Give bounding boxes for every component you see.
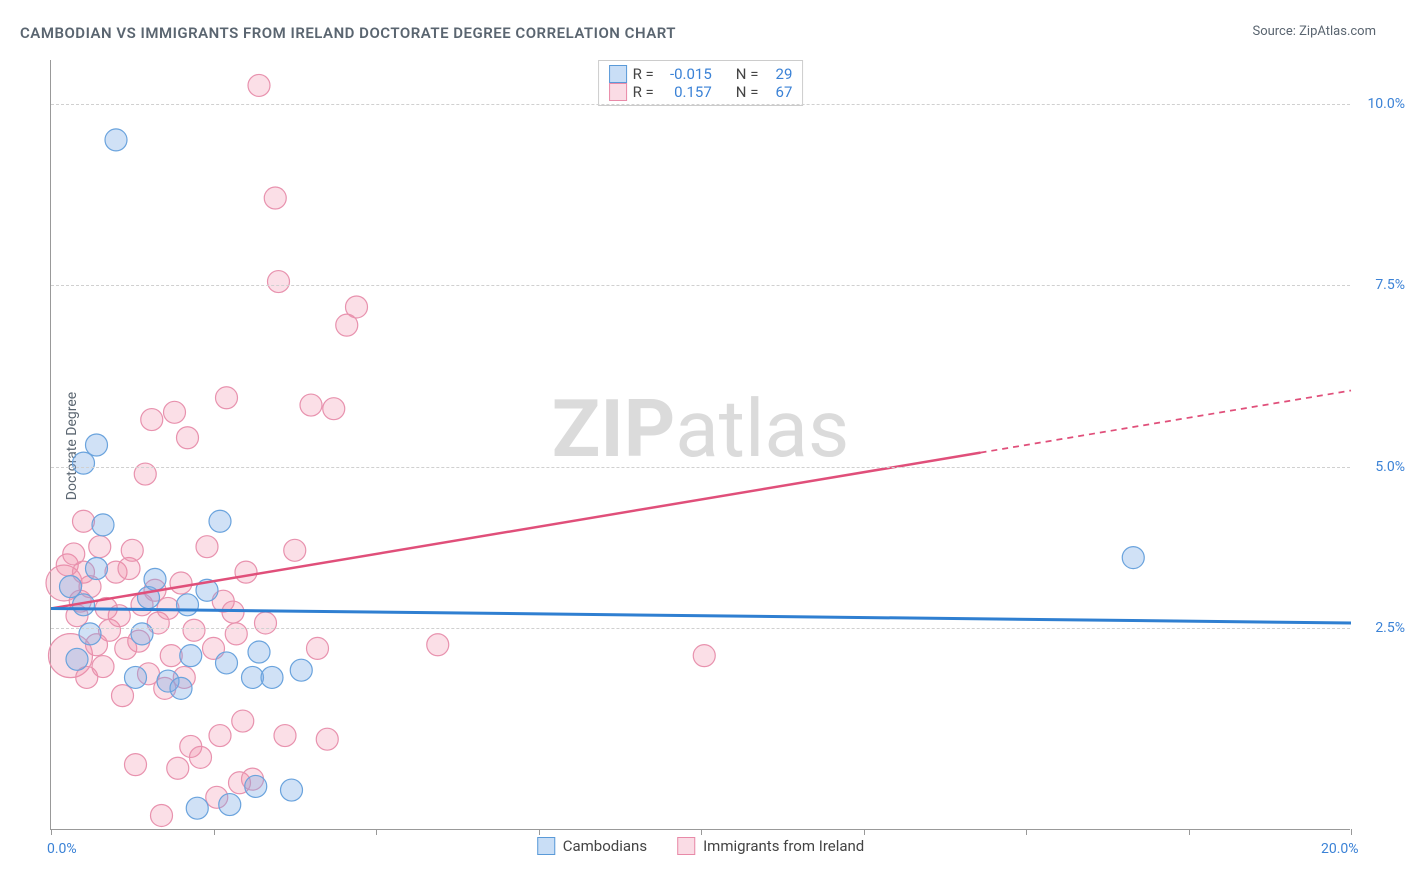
pink-point	[151, 804, 173, 826]
blue-point	[245, 775, 267, 797]
pink-point	[164, 401, 186, 423]
blue-point	[131, 623, 153, 645]
pink-point	[225, 623, 247, 645]
x-tick	[1351, 829, 1352, 835]
pink-point	[196, 536, 218, 558]
gridline	[51, 285, 1350, 286]
blue-point	[290, 659, 312, 681]
swatch-pink-icon	[677, 837, 695, 855]
blue-point	[86, 557, 108, 579]
pink-point	[177, 427, 199, 449]
pink-point	[141, 409, 163, 431]
pink-point	[284, 539, 306, 561]
pink-point	[693, 645, 715, 667]
pink-point	[264, 187, 286, 209]
pink-point	[121, 539, 143, 561]
legend-item-blue: Cambodians	[537, 837, 647, 855]
x-tick	[376, 829, 377, 835]
x-tick-label: 20.0%	[1321, 841, 1359, 857]
pink-point	[92, 656, 114, 678]
scatter-svg	[51, 60, 1350, 829]
swatch-blue-icon	[537, 837, 555, 855]
pink-point	[232, 710, 254, 732]
blue-point	[86, 434, 108, 456]
blue-point	[170, 677, 192, 699]
blue-point	[180, 645, 202, 667]
x-tick-label: 0.0%	[47, 841, 77, 857]
blue-point	[209, 510, 231, 532]
pink-point	[73, 510, 95, 532]
blue-point	[125, 666, 147, 688]
pink-point	[346, 296, 368, 318]
blue-point	[219, 794, 241, 816]
blue-point	[79, 623, 101, 645]
pink-point	[190, 746, 212, 768]
blue-point	[73, 452, 95, 474]
pink-point	[427, 634, 449, 656]
pink-point	[170, 572, 192, 594]
pink-point	[89, 536, 111, 558]
pink-series-label: Immigrants from Ireland	[703, 837, 864, 855]
pink-point	[300, 394, 322, 416]
pink-point	[167, 757, 189, 779]
pink-point	[222, 601, 244, 623]
blue-point	[66, 648, 88, 670]
y-tick-label: 5.0%	[1375, 459, 1405, 475]
gridline	[51, 104, 1350, 105]
y-tick-label: 10.0%	[1367, 96, 1405, 112]
x-tick	[864, 829, 865, 835]
x-tick	[1026, 829, 1027, 835]
legend-item-pink: Immigrants from Ireland	[677, 837, 864, 855]
x-tick	[214, 829, 215, 835]
blue-point	[281, 779, 303, 801]
source-attribution: Source: ZipAtlas.com	[1252, 24, 1376, 39]
pink-point	[268, 271, 290, 293]
blue-point	[177, 594, 199, 616]
y-tick-label: 7.5%	[1375, 277, 1405, 293]
pink-point	[255, 612, 277, 634]
x-tick	[51, 829, 52, 835]
x-tick	[1189, 829, 1190, 835]
blue-point	[92, 514, 114, 536]
y-tick-label: 2.5%	[1375, 620, 1405, 636]
pink-point	[125, 754, 147, 776]
pink-point	[248, 74, 270, 96]
blue-point	[216, 652, 238, 674]
gridline	[51, 467, 1350, 468]
pink-point	[209, 725, 231, 747]
pink-point	[235, 561, 257, 583]
chart-title: CAMBODIAN VS IMMIGRANTS FROM IRELAND DOC…	[20, 24, 676, 42]
pink-point	[274, 725, 296, 747]
blue-point	[248, 641, 270, 663]
blue-point	[60, 576, 82, 598]
pink-point	[112, 685, 134, 707]
blue-series-label: Cambodians	[563, 837, 647, 855]
pink-point	[307, 637, 329, 659]
gridline	[51, 628, 1350, 629]
blue-point	[261, 666, 283, 688]
blue-point	[144, 568, 166, 590]
x-tick	[539, 829, 540, 835]
pink-point	[316, 728, 338, 750]
blue-trendline	[51, 608, 1351, 623]
pink-point	[323, 398, 345, 420]
blue-point	[186, 797, 208, 819]
pink-point	[216, 387, 238, 409]
legend-series: Cambodians Immigrants from Ireland	[537, 837, 865, 855]
blue-point	[1122, 547, 1144, 569]
pink-trendline-extrap	[981, 391, 1352, 453]
blue-point	[242, 666, 264, 688]
pink-point	[183, 619, 205, 641]
pink-trendline	[51, 453, 981, 609]
plot-area: ZIPatlas R = -0.015 N = 29 R = 0.157 N =…	[50, 60, 1350, 830]
x-tick	[701, 829, 702, 835]
blue-point	[105, 129, 127, 151]
pink-point	[160, 645, 182, 667]
